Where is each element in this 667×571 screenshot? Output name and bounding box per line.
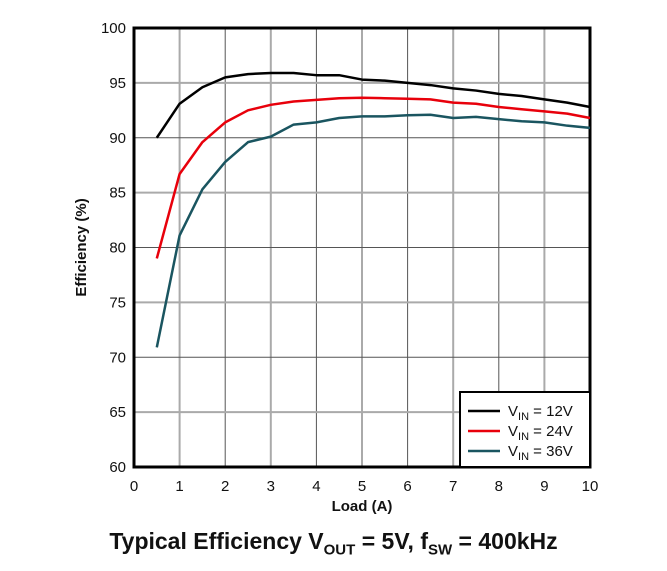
x-tick-label: 4 xyxy=(312,478,320,495)
legend-label: VIN = 36V xyxy=(508,443,573,463)
x-axis-label: Load (A) xyxy=(332,498,393,515)
x-tick-label: 5 xyxy=(358,478,366,495)
chart-title: Typical Efficiency VOUT = 5V, fSW = 400k… xyxy=(0,528,667,559)
x-tick-label: 0 xyxy=(130,478,138,495)
series-line xyxy=(155,71,591,139)
x-tick-label: 8 xyxy=(495,478,503,495)
title-text: = 5V, f xyxy=(355,528,428,554)
y-tick-label: 90 xyxy=(109,130,126,147)
y-axis-label: Efficiency (%) xyxy=(73,198,90,296)
plot-frame xyxy=(132,26,592,469)
title-text: = 400kHz xyxy=(452,528,558,554)
y-tick-label: 100 xyxy=(101,20,126,37)
x-tick-label: 6 xyxy=(403,478,411,495)
y-tick-label: 75 xyxy=(109,294,126,311)
series-line xyxy=(155,96,591,259)
y-tick-label: 60 xyxy=(109,459,126,476)
x-tick-label: 1 xyxy=(175,478,183,495)
y-tick-label: 70 xyxy=(109,349,126,366)
x-tick-label: 7 xyxy=(449,478,457,495)
y-tick-label: 80 xyxy=(109,240,126,257)
efficiency-chart: 0 1 2 3 4 5 6 7 8 9 10 60 65 70 75 80 85 90 95 100 Load (A) E… xyxy=(73,20,599,515)
legend-box xyxy=(459,391,591,468)
title-sub: OUT xyxy=(323,541,356,559)
x-tick-label: 3 xyxy=(267,478,275,495)
y-tick-label: 85 xyxy=(109,185,126,202)
title-text: Typical Efficiency V xyxy=(109,528,324,554)
y-tick-label: 95 xyxy=(109,75,126,92)
y-tick-label: 65 xyxy=(109,404,126,421)
x-tick-label: 2 xyxy=(221,478,229,495)
series-line xyxy=(155,113,591,348)
x-tick-label: 10 xyxy=(582,478,599,495)
title-sub: SW xyxy=(428,541,453,559)
x-tick-label: 9 xyxy=(540,478,548,495)
legend-label: VIN = 24V xyxy=(508,423,573,443)
legend-label: VIN = 12V xyxy=(508,403,573,423)
